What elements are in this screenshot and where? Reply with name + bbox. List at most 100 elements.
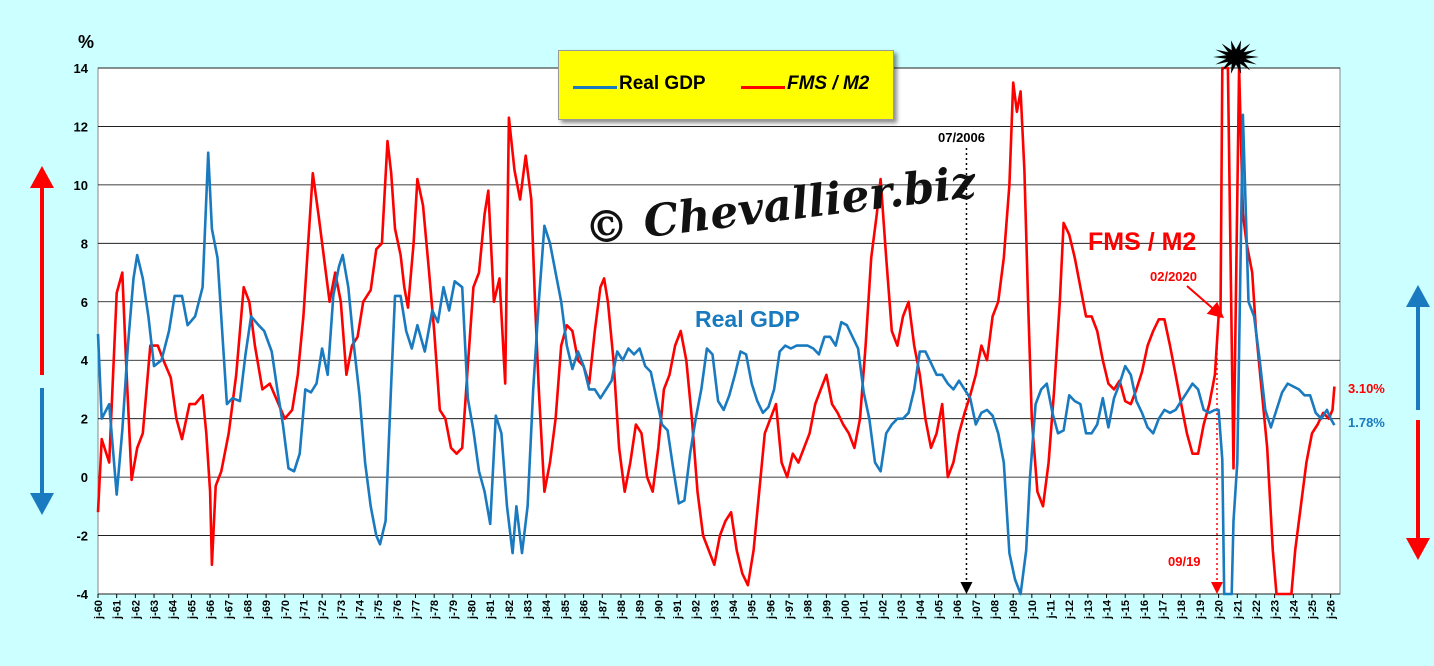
x-tick-label: j-94 bbox=[728, 599, 740, 620]
y-tick-label: 6 bbox=[81, 295, 88, 310]
x-tick-label: j-63 bbox=[149, 600, 161, 620]
x-tick-label: j-97 bbox=[784, 600, 796, 620]
x-tick-label: j-12 bbox=[1064, 600, 1076, 620]
x-tick-label: j-20 bbox=[1214, 600, 1226, 620]
label-real-gdp: Real GDP bbox=[695, 306, 800, 332]
arrow-02-2020 bbox=[1186, 285, 1225, 319]
x-tick-label: j-77 bbox=[411, 600, 423, 620]
x-tick-label: j-64 bbox=[168, 599, 180, 620]
legend-entry-fms-m2: FMS / M2 bbox=[787, 73, 870, 94]
x-tick-label: j-83 bbox=[523, 600, 535, 620]
x-tick-label: j-07 bbox=[971, 600, 983, 620]
x-tick-label: j-73 bbox=[336, 600, 348, 620]
x-tick-label: j-86 bbox=[579, 600, 591, 620]
x-tick-label: j-15 bbox=[1120, 600, 1132, 620]
x-tick-label: j-96 bbox=[765, 600, 777, 620]
legend-swatch-fms-m2 bbox=[741, 86, 785, 89]
y-tick-label: 12 bbox=[74, 119, 88, 134]
x-tick-label: j-22 bbox=[1251, 600, 1263, 620]
plot-area bbox=[97, 67, 1341, 595]
x-tick-label: j-95 bbox=[747, 600, 759, 620]
y-tick-label: -4 bbox=[76, 587, 88, 602]
y-tick-label: 8 bbox=[81, 236, 88, 251]
x-tick-label: j-98 bbox=[803, 600, 815, 620]
x-tick-label: j-69 bbox=[261, 600, 273, 620]
x-tick-label: j-78 bbox=[429, 600, 441, 620]
x-tick-label: j-11 bbox=[1046, 600, 1058, 619]
legend: Real GDP FMS / M2 bbox=[558, 50, 894, 120]
y-axis-ticks: -4 -2 0 2 4 6 8 10 12 14 bbox=[74, 61, 89, 602]
x-tick-label: j-00 bbox=[840, 600, 852, 620]
x-tick-label: j-72 bbox=[317, 600, 329, 620]
x-tick-label: j-91 bbox=[672, 600, 684, 620]
x-tick-label: j-13 bbox=[1083, 600, 1095, 620]
x-tick-label: j-89 bbox=[635, 600, 647, 620]
value-label-real-gdp: 1.78% bbox=[1348, 415, 1385, 430]
label-fms-m2: FMS / M2 bbox=[1088, 228, 1196, 256]
x-tick-label: j-06 bbox=[952, 600, 964, 620]
x-tick-label: j-16 bbox=[1139, 600, 1151, 620]
annotation-09-19: 09/19 bbox=[1168, 554, 1201, 569]
x-tick-label: j-99 bbox=[821, 600, 833, 620]
y-tick-label: -2 bbox=[76, 529, 88, 544]
x-tick-label: j-87 bbox=[597, 600, 609, 620]
series-group bbox=[96, 66, 1336, 596]
x-tick-label: j-17 bbox=[1158, 600, 1170, 620]
x-tick-label: j-01 bbox=[859, 600, 871, 620]
x-tick-label: j-80 bbox=[467, 600, 479, 620]
x-tick-label: j-26 bbox=[1326, 600, 1338, 620]
x-tick-label: j-62 bbox=[130, 600, 142, 620]
x-tick-label: j-18 bbox=[1176, 600, 1188, 620]
x-tick-label: j-76 bbox=[392, 600, 404, 620]
y-tick-label: 4 bbox=[81, 353, 89, 368]
x-tick-label: j-68 bbox=[242, 600, 254, 620]
x-tick-label: j-21 bbox=[1232, 600, 1244, 620]
x-tick-label: j-60 bbox=[93, 600, 105, 620]
x-tick-label: j-65 bbox=[186, 600, 198, 620]
x-tick-label: j-93 bbox=[709, 600, 721, 620]
legend-entry-real-gdp: Real GDP bbox=[619, 73, 706, 94]
x-tick-label: j-24 bbox=[1288, 599, 1300, 620]
left-arrows bbox=[30, 166, 54, 515]
value-label-fms-m2: 3.10% bbox=[1348, 381, 1385, 396]
x-tick-label: j-14 bbox=[1102, 599, 1114, 620]
y-tick-label: 0 bbox=[81, 470, 88, 485]
x-tick-label: j-08 bbox=[989, 600, 1001, 620]
y-tick-label: 14 bbox=[74, 61, 89, 76]
x-tick-label: j-09 bbox=[1008, 600, 1020, 620]
x-tick-label: j-02 bbox=[877, 600, 889, 620]
x-tick-label: j-85 bbox=[560, 600, 572, 620]
x-tick-label: j-82 bbox=[504, 600, 516, 620]
x-tick-label: j-66 bbox=[205, 600, 217, 620]
x-tick-label: j-25 bbox=[1307, 600, 1319, 620]
x-tick-label: j-79 bbox=[448, 600, 460, 620]
x-tick-label: j-10 bbox=[1027, 600, 1039, 620]
x-tick-label: j-75 bbox=[373, 600, 385, 620]
x-tick-label: j-71 bbox=[298, 600, 310, 620]
annotation-02-2020: 02/2020 bbox=[1150, 269, 1197, 284]
series-line-fms-m2 bbox=[96, 66, 1336, 596]
x-tick-label: j-04 bbox=[915, 599, 927, 620]
x-tick-label: j-88 bbox=[616, 600, 628, 620]
x-tick-label: j-03 bbox=[896, 600, 908, 620]
x-tick-label: j-90 bbox=[653, 600, 665, 620]
y-tick-label: 2 bbox=[81, 412, 88, 427]
x-tick-label: j-74 bbox=[354, 599, 366, 620]
x-tick-label: j-81 bbox=[485, 600, 497, 620]
right-arrows bbox=[1406, 285, 1430, 560]
x-tick-label: j-92 bbox=[691, 600, 703, 620]
x-tick-label: j-67 bbox=[224, 600, 236, 620]
x-tick-label: j-61 bbox=[112, 600, 124, 620]
x-axis-ticks: j-60 j-61 j-62 j-63 j-64 j-65 j-66 j-67 j-68 j-69… bbox=[93, 594, 1338, 620]
annotation-07-2006: 07/2006 bbox=[938, 130, 985, 145]
y-tick-label: 10 bbox=[74, 178, 88, 193]
y-axis-label: % bbox=[78, 32, 94, 52]
burst-star-icon bbox=[1213, 40, 1259, 74]
x-tick-label: j-23 bbox=[1270, 600, 1282, 620]
x-tick-label: j-05 bbox=[933, 600, 945, 620]
x-tick-label: j-84 bbox=[541, 599, 553, 620]
legend-swatch-real-gdp bbox=[573, 86, 617, 89]
x-tick-label: j-70 bbox=[280, 600, 292, 620]
x-tick-label: j-19 bbox=[1195, 600, 1207, 620]
